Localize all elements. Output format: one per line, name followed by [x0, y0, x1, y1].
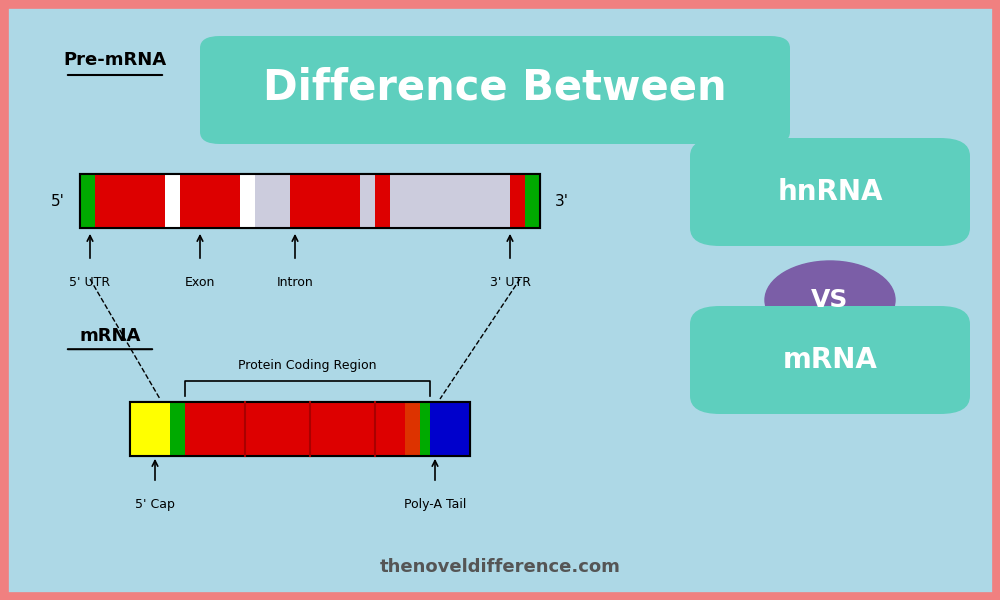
FancyBboxPatch shape	[360, 174, 375, 228]
Text: Exon: Exon	[185, 276, 215, 289]
FancyBboxPatch shape	[510, 174, 525, 228]
Text: 5' Cap: 5' Cap	[135, 498, 175, 511]
Circle shape	[765, 261, 895, 339]
FancyBboxPatch shape	[170, 402, 185, 456]
Text: Pre-mRNA: Pre-mRNA	[63, 51, 167, 69]
FancyBboxPatch shape	[410, 402, 415, 456]
FancyBboxPatch shape	[255, 174, 290, 228]
FancyBboxPatch shape	[80, 174, 95, 228]
FancyBboxPatch shape	[430, 402, 470, 456]
FancyBboxPatch shape	[290, 174, 360, 228]
FancyBboxPatch shape	[200, 36, 790, 144]
FancyBboxPatch shape	[415, 402, 420, 456]
Text: thenoveldifference.com: thenoveldifference.com	[380, 558, 620, 576]
FancyBboxPatch shape	[690, 138, 970, 246]
Text: 5': 5'	[51, 193, 65, 208]
FancyBboxPatch shape	[390, 174, 510, 228]
Text: hnRNA: hnRNA	[777, 178, 883, 206]
Text: Difference Between: Difference Between	[263, 66, 727, 108]
FancyBboxPatch shape	[130, 402, 170, 456]
Text: 5' UTR: 5' UTR	[69, 276, 111, 289]
FancyBboxPatch shape	[690, 306, 970, 414]
FancyBboxPatch shape	[95, 174, 165, 228]
Text: 3' UTR: 3' UTR	[490, 276, 530, 289]
Text: mRNA: mRNA	[783, 346, 877, 374]
FancyBboxPatch shape	[165, 174, 180, 228]
FancyBboxPatch shape	[525, 174, 540, 228]
FancyBboxPatch shape	[185, 402, 405, 456]
Text: Intron: Intron	[277, 276, 313, 289]
Text: Protein Coding Region: Protein Coding Region	[238, 359, 377, 372]
FancyBboxPatch shape	[375, 174, 390, 228]
FancyBboxPatch shape	[180, 174, 240, 228]
FancyBboxPatch shape	[130, 402, 470, 456]
Text: 3': 3'	[555, 193, 569, 208]
FancyBboxPatch shape	[240, 174, 255, 228]
Text: VS: VS	[811, 288, 849, 312]
FancyBboxPatch shape	[80, 174, 540, 228]
FancyBboxPatch shape	[405, 402, 410, 456]
FancyBboxPatch shape	[420, 402, 430, 456]
Text: mRNA: mRNA	[79, 327, 141, 345]
Text: Poly-A Tail: Poly-A Tail	[404, 498, 466, 511]
